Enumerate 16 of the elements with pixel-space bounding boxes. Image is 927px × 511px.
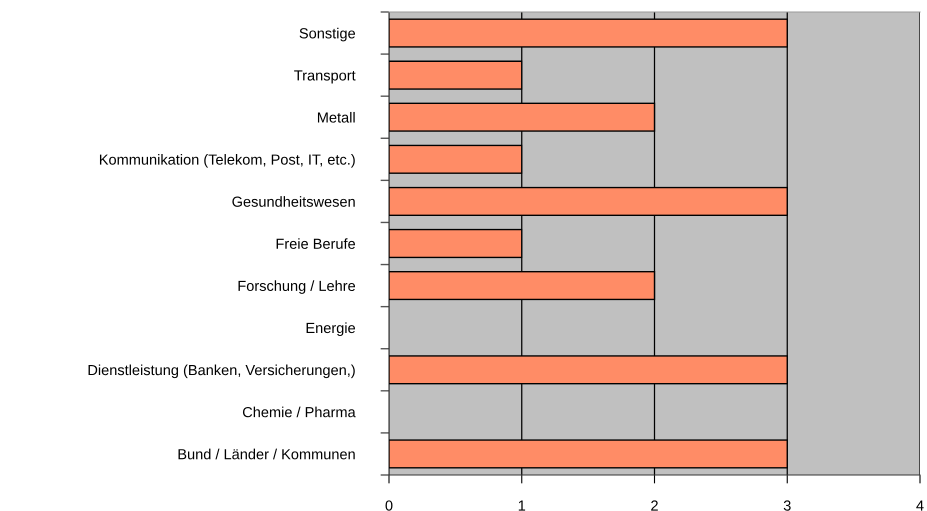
y-tick-label: Energie xyxy=(306,322,356,336)
y-tick-label: Chemie / Pharma xyxy=(242,406,356,418)
y-tick-label: Metall xyxy=(318,112,355,123)
y-tick-label: Bund / Länder / Kommunen xyxy=(178,448,355,460)
x-tick-label: 3 xyxy=(784,500,791,511)
y-tick-label: Dienstleistung (Banken, Versicherungen,) xyxy=(88,364,355,378)
x-tick-label: 1 xyxy=(518,500,526,511)
x-tick-label: 4 xyxy=(916,500,924,511)
x-tick-label: 0 xyxy=(386,500,392,511)
y-tick-label: Forschung / Lehre xyxy=(238,280,356,294)
y-tick-label: Transport xyxy=(294,70,356,84)
y-tick-label: Sonstige xyxy=(300,28,356,42)
y-tick-label: Gesundheitswesen xyxy=(232,196,355,207)
y-tick-label: Kommunikation (Telekom, Post, IT, etc.) xyxy=(100,154,355,168)
y-tick-label: Freie Berufe xyxy=(276,238,356,249)
x-tick-label: 2 xyxy=(651,500,658,511)
